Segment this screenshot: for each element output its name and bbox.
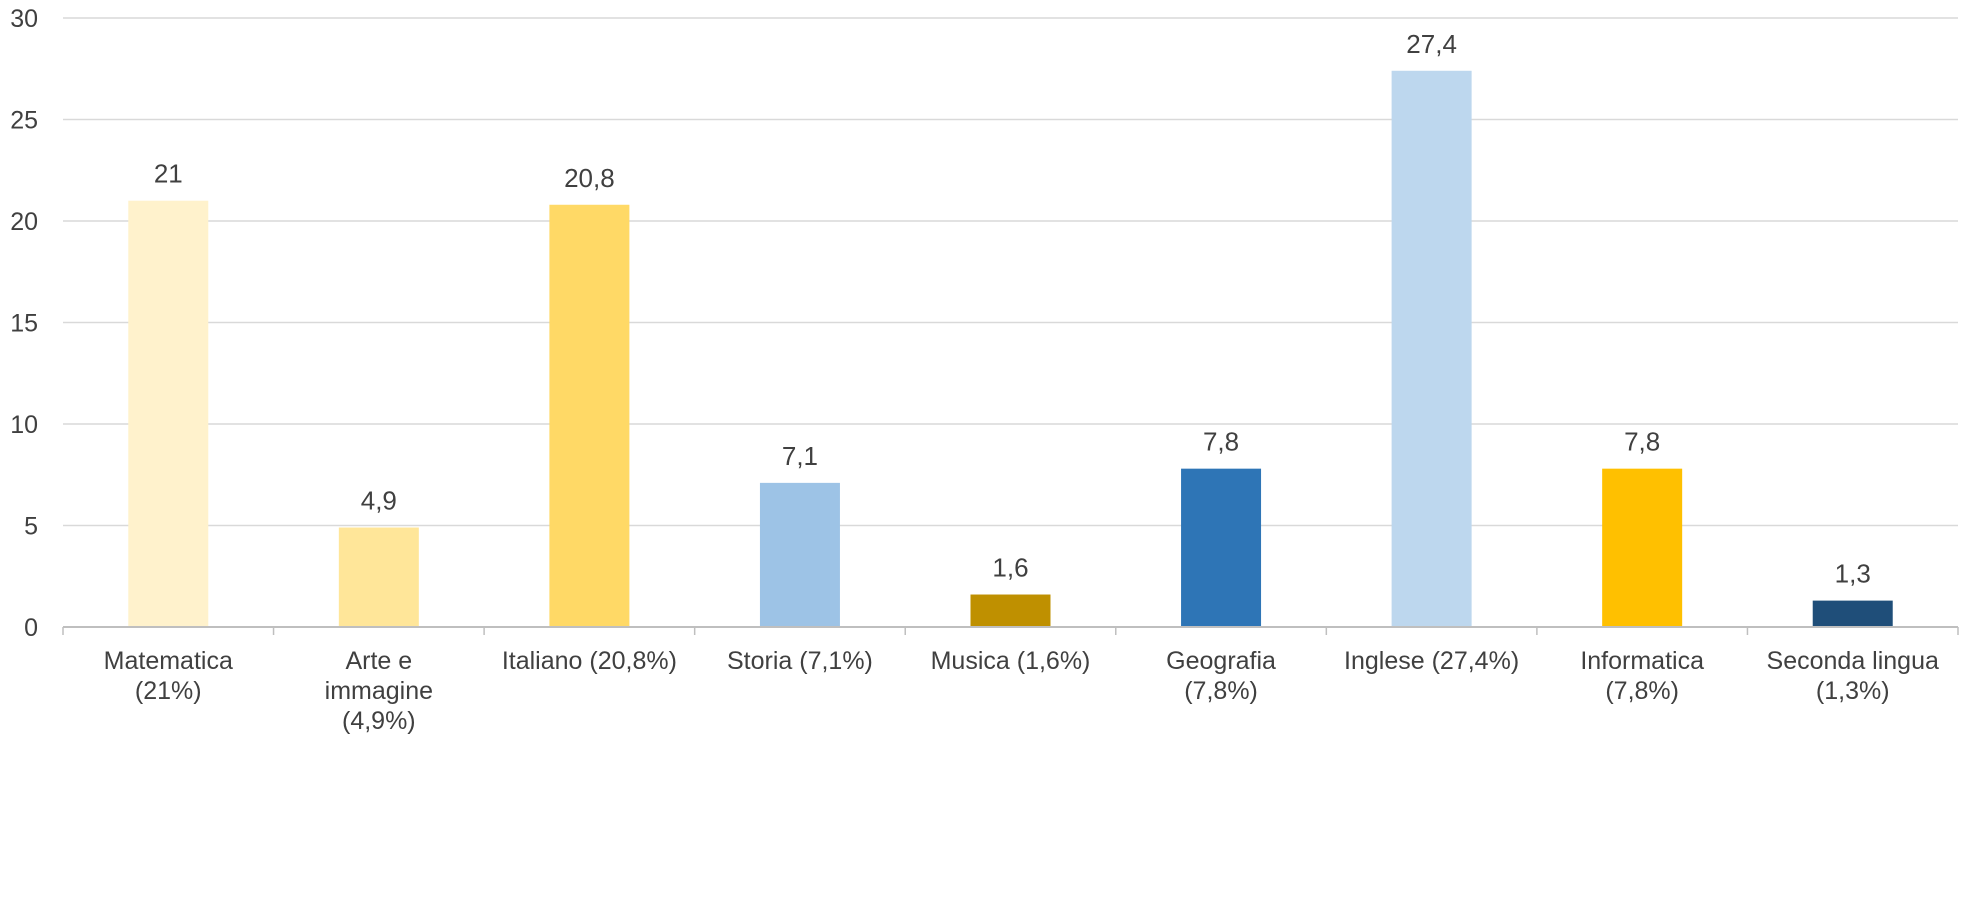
category-label: (21%)	[135, 677, 202, 705]
data-label: 21	[154, 159, 183, 189]
data-label: 7,8	[1203, 427, 1239, 457]
category-label: (7,8%)	[1605, 677, 1679, 705]
y-tick-label: 5	[24, 513, 38, 541]
bars	[128, 70, 1893, 627]
category-label: (7,8%)	[1184, 677, 1258, 705]
data-labels: 21 4,9 20,8 7,1 1,6 7,8 27,4 7,8 1,3	[154, 29, 1871, 589]
data-label: 7,8	[1624, 427, 1660, 457]
bar	[1812, 600, 1893, 627]
gridlines	[63, 17, 1958, 527]
category-label: Inglese (27,4%)	[1344, 647, 1519, 675]
category-label: Informatica	[1580, 647, 1704, 675]
y-tick-label: 30	[10, 5, 38, 33]
category-label: Italiano (20,8%)	[502, 647, 677, 675]
category-label: Storia (7,1%)	[727, 647, 873, 675]
category-label: Seconda lingua	[1767, 647, 1939, 675]
bar	[549, 204, 630, 627]
y-tick-label: 20	[10, 208, 38, 236]
data-label: 1,3	[1835, 559, 1871, 589]
category-label: Arte e	[345, 647, 412, 675]
data-label: 4,9	[361, 486, 397, 516]
data-label: 20,8	[564, 163, 615, 193]
data-label: 7,1	[782, 441, 818, 471]
bar	[1602, 468, 1683, 627]
bar	[759, 482, 840, 627]
bar	[128, 200, 209, 627]
category-label: Musica (1,6%)	[931, 647, 1091, 675]
category-label: (4,9%)	[342, 707, 416, 735]
bar	[338, 527, 419, 627]
y-tick-label: 10	[10, 411, 38, 439]
bar	[1181, 468, 1262, 627]
category-label: Geografia	[1166, 647, 1276, 675]
data-label: 1,6	[992, 553, 1028, 583]
data-label: 27,4	[1406, 29, 1457, 59]
category-label: immagine	[325, 677, 433, 705]
y-tick-label: 0	[24, 614, 38, 642]
category-label: Matematica	[104, 647, 233, 675]
y-tick-label: 15	[10, 310, 38, 338]
x-axis-ticks	[62, 627, 1959, 635]
category-label: (1,3%)	[1816, 677, 1890, 705]
y-axis-tick-labels: 0 5 10 15 20 25 30	[10, 5, 38, 642]
y-tick-label: 25	[10, 107, 38, 135]
bar	[970, 594, 1051, 627]
bar	[1391, 70, 1472, 627]
